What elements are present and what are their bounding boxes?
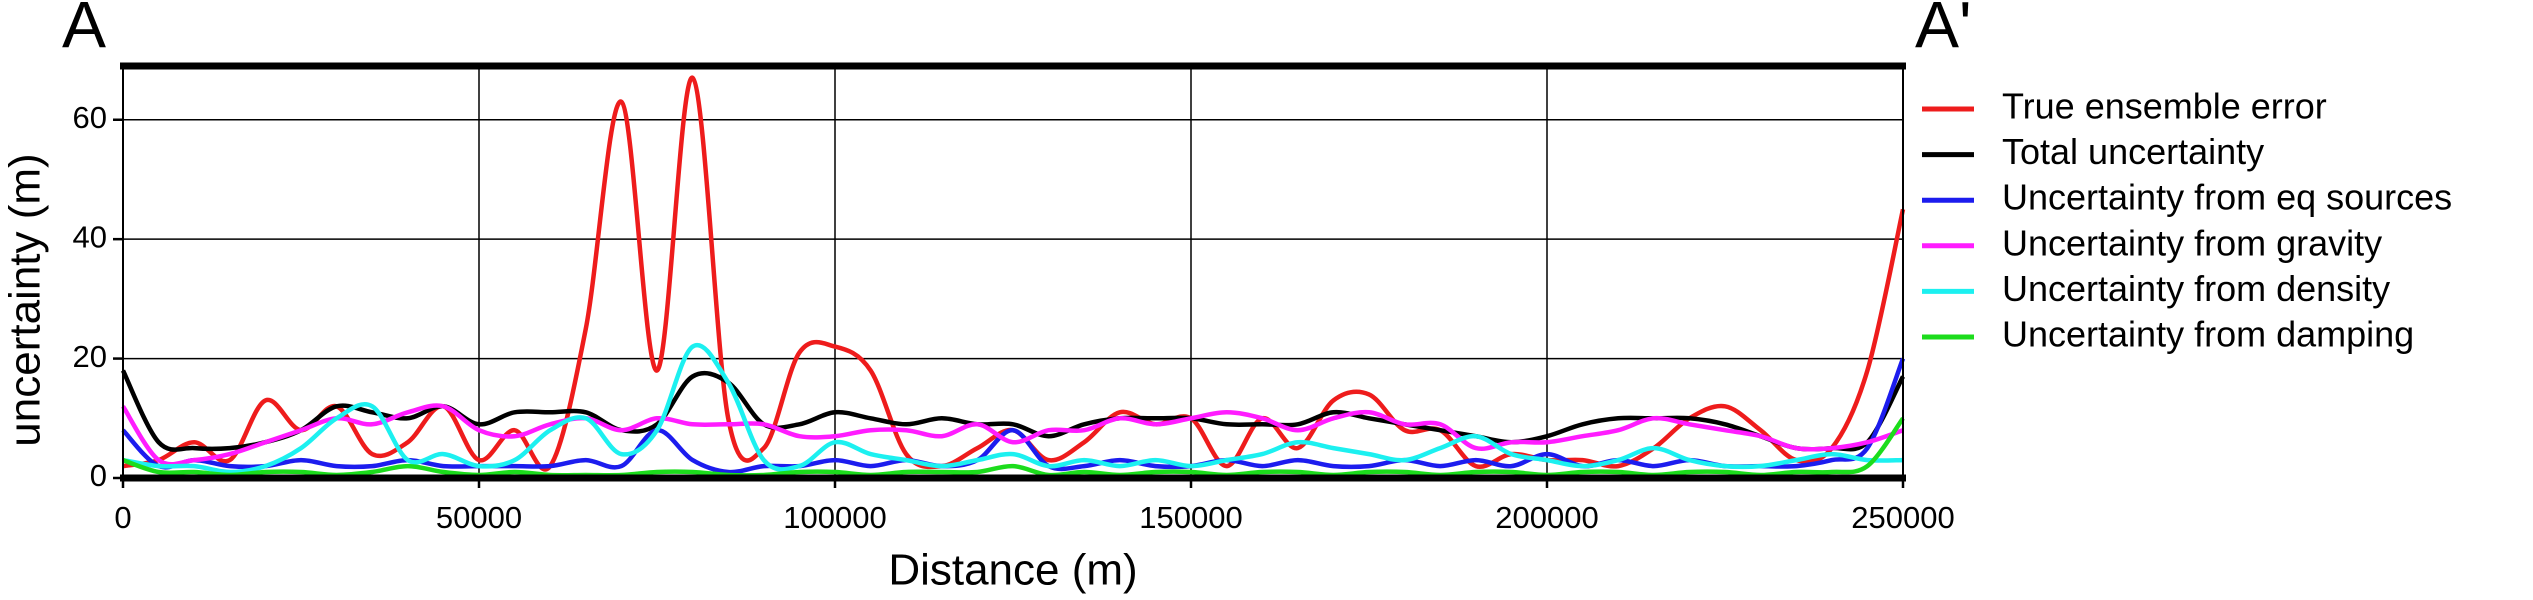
x-tick-label: 50000 <box>436 500 522 535</box>
y-tick-label: 60 <box>73 100 107 135</box>
x-tick-label: 150000 <box>1139 500 1242 535</box>
legend-label: Uncertainty from damping <box>2002 314 2414 355</box>
legend-label: True ensemble error <box>2002 86 2327 127</box>
y-tick-label: 20 <box>73 339 107 374</box>
x-axis-label: Distance (m) <box>888 546 1137 595</box>
legend-label: Total uncertainty <box>2002 131 2264 172</box>
data-line <box>122 342 1904 475</box>
y-tick-label: 0 <box>90 458 107 493</box>
legend-label: Uncertainty from density <box>2002 268 2390 309</box>
section-label: A' <box>1915 0 1972 61</box>
data-line <box>120 369 1905 452</box>
legend-label: Uncertainty from gravity <box>2002 222 2382 263</box>
x-tick-label: 200000 <box>1495 500 1598 535</box>
y-axis-label: uncertainty (m) <box>1 153 50 446</box>
section-label: A <box>62 0 106 61</box>
legend-label: Uncertainty from eq sources <box>2002 177 2452 218</box>
x-tick-label: 100000 <box>783 500 886 535</box>
x-tick-label: 0 <box>114 500 131 535</box>
data-line <box>122 416 1905 478</box>
data-line <box>121 403 1904 467</box>
x-tick-label: 250000 <box>1851 500 1954 535</box>
data-line <box>122 75 1906 472</box>
y-tick-label: 40 <box>73 219 107 254</box>
